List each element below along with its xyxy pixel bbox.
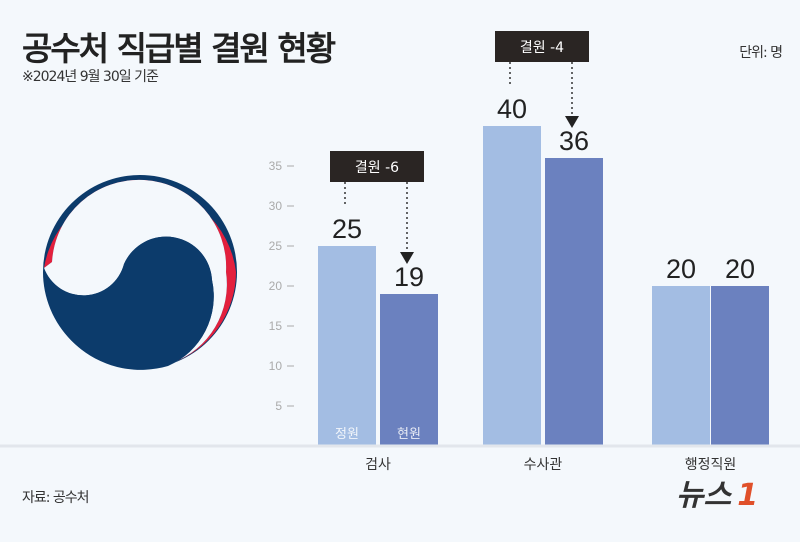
chart-title: 공수처 직급별 결원 현황 [22,29,336,68]
value-label: 36 [559,126,589,156]
y-tick-label: 15 [269,319,283,333]
annotation-text: 결원 -4 [520,40,564,56]
value-label: 40 [497,94,527,124]
series-label: 정원 [335,427,359,442]
y-tick-label: 20 [269,279,283,293]
value-label: 19 [394,262,424,292]
chart-subtitle: ※2024년 9월 30일 기준 [22,69,159,85]
category-label: 행정직원 [685,457,737,473]
gap-annotation: 결원 -4 [495,31,589,128]
bar-현원 [711,286,769,446]
y-tick-label: 35 [269,159,283,173]
y-tick-label: 25 [269,239,283,253]
y-tick-label: 5 [275,399,282,413]
gap-annotation: 결원 -6 [330,151,424,264]
bar-정원 [318,246,376,446]
value-label: 25 [332,214,362,244]
logo-text: 뉴스 1 [676,478,758,513]
bar-정원 [483,126,541,446]
value-label: 20 [725,254,755,284]
news1-logo: 뉴스 1 [676,478,758,513]
arrow-down-icon [565,116,579,128]
value-label: 20 [666,254,696,284]
bar-현원 [545,158,603,446]
y-tick-label: 10 [269,359,283,373]
unit-label: 단위: 명 [739,45,783,61]
arrow-down-icon [400,252,414,264]
y-tick-label: 30 [269,199,283,213]
bar-현원 [380,294,438,446]
bar-정원 [652,286,710,446]
category-label: 수사관 [524,457,563,473]
source-label: 자료: 공수처 [22,490,90,506]
annotation-text: 결원 -6 [355,160,399,176]
category-label: 검사 [365,457,391,473]
series-label: 현원 [397,427,421,442]
emblem-icon [43,175,237,370]
